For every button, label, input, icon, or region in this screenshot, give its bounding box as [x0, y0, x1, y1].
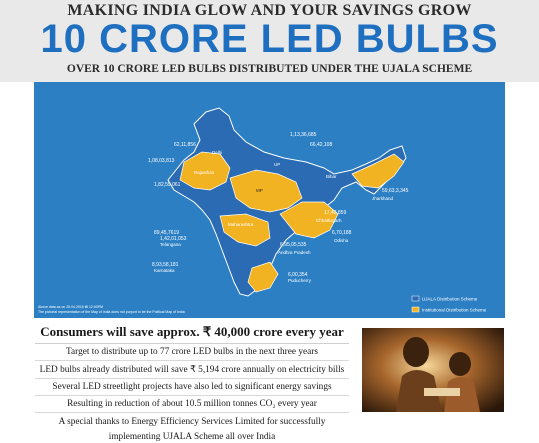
count-puducherry: 6,00,354: [288, 272, 308, 278]
india-map-panel: Delhi Rajasthan UP Bihar Jharkhand MP Ch…: [34, 82, 505, 318]
count-up: 1,13,36,685: [290, 132, 317, 138]
count-mp: 1,82,59,061: [154, 182, 181, 188]
benefit-streetlights: Several LED streetlight projects have al…: [35, 379, 349, 396]
benefit-savings: LED bulbs already distributed will save …: [35, 361, 349, 379]
region-east-central: [279, 201, 339, 239]
label-odisha: Odisha: [334, 238, 349, 243]
label-telangana: Telangana: [160, 242, 181, 247]
region-south: [247, 261, 279, 293]
count-odisha: 6,70,188: [332, 230, 352, 236]
count-telangana: 1,42,01,053: [160, 236, 187, 242]
label-maharashtra: Maharashtra: [228, 222, 254, 227]
family-photo-illustration: [362, 328, 504, 412]
legend-ujala-label: UJALA Distribution Scheme: [422, 297, 478, 302]
label-jharkhand: Jharkhand: [372, 196, 394, 201]
region-maharashtra: [219, 213, 271, 247]
india-map: Delhi Rajasthan UP Bihar Jharkhand MP Ch…: [38, 107, 487, 314]
headline-sub: OVER 10 CRORE LED BULBS DISTRIBUTED UNDE…: [66, 63, 473, 75]
benefit-co2: Resulting in reduction of about 10.5 mil…: [35, 396, 349, 413]
legend-ujala-swatch: [411, 295, 420, 302]
count-delhi: 62,11,856: [174, 142, 196, 148]
label-delhi: Delhi: [212, 150, 222, 155]
label-mp: MP: [256, 188, 263, 193]
legend-institutional-label: Institutional Distribution Scheme: [422, 308, 487, 313]
label-puducherry: Puducherry: [288, 278, 312, 283]
thanks-line-2: implementing UJALA Scheme all over India: [108, 432, 276, 442]
region-central: [229, 169, 303, 213]
benefit-target: Target to distribute up to 77 crore LED …: [35, 344, 349, 361]
label-rajasthan: Rajasthan: [194, 170, 215, 175]
thanks-line-1: A special thanks to Energy Efficiency Se…: [58, 417, 326, 427]
headline-main: 10 CRORE LED BULBS: [40, 17, 499, 61]
region-northeast: [351, 153, 405, 189]
count-maharashtra: 89,45,7619: [154, 230, 179, 236]
header-banner: MAKING INDIA GLOW AND YOUR SAVINGS GROW …: [0, 0, 539, 82]
headline-top: MAKING INDIA GLOW AND YOUR SAVINGS GROW: [67, 2, 472, 19]
legend-institutional-swatch: [411, 306, 420, 313]
family-photo: [362, 328, 504, 412]
label-bihar: Bihar: [326, 174, 337, 179]
label-andhra: Andhra Pradesh: [278, 250, 311, 255]
count-karnataka: 8,93,58,181: [152, 262, 179, 268]
map-note-disclaimer: The pictorial representation of the Map …: [38, 310, 185, 314]
region-rajasthan: [179, 151, 231, 191]
map-note-date: Above data as on 25.04.2016 till 12:00PM: [38, 305, 103, 309]
label-up: UP: [274, 162, 280, 167]
label-chhattisgarh: Chhattisgarh: [316, 218, 342, 223]
benefits-panel: Consumers will save approx. ₹ 40,000 cro…: [35, 322, 349, 443]
label-karnataka: Karnataka: [154, 268, 175, 273]
count-chhattisgarh: 17,42,859: [324, 210, 346, 216]
count-andhra: 6,95,05,535: [280, 242, 307, 248]
count-jharkhand: 59,63,3,345: [382, 188, 409, 194]
count-rajasthan: 1,08,03,813: [148, 158, 175, 164]
benefits-title: Consumers will save approx. ₹ 40,000 cro…: [35, 322, 349, 344]
count-bihar: 66,42,108: [310, 142, 332, 148]
